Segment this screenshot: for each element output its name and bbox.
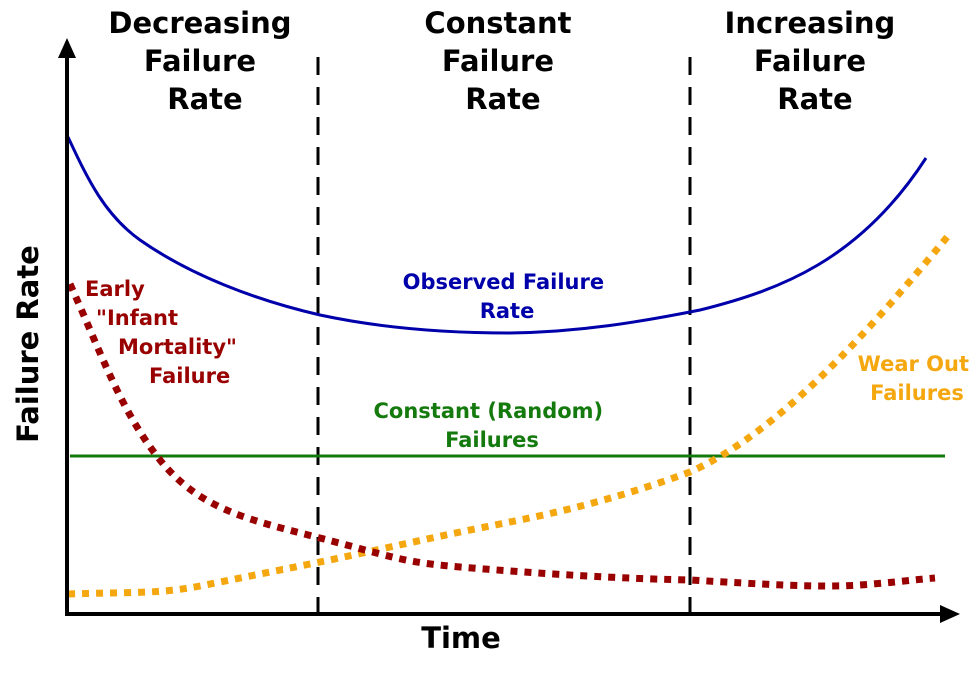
- region-title-decreasing-line-3: Rate: [167, 82, 242, 116]
- region-title-increasing-line-1: Increasing: [725, 6, 896, 40]
- y-axis-label: Failure Rate: [11, 245, 45, 443]
- observed-label-line-2: Rate: [480, 299, 535, 323]
- y-axis-arrowhead: [58, 38, 76, 58]
- infant-mortality-label: Early "Infant Mortality" Failure: [85, 277, 244, 388]
- constant-label-line-2: Failures: [445, 428, 539, 452]
- infant-label-line-1: Early: [85, 277, 145, 301]
- observed-failure-rate-curve: [66, 136, 928, 335]
- observed-failure-rate-label: Observed Failure Rate: [403, 270, 612, 323]
- infant-label-line-2: "Infant: [96, 306, 178, 330]
- region-title-increasing: Increasing Failure Rate: [725, 6, 906, 116]
- infant-label-line-4: Failure: [149, 364, 230, 388]
- x-axis-arrowhead: [940, 605, 960, 623]
- infant-label-line-3: Mortality": [118, 335, 237, 359]
- region-title-increasing-line-3: Rate: [777, 82, 852, 116]
- region-title-decreasing-line-2: Failure: [144, 44, 256, 78]
- observed-label-line-1: Observed Failure: [403, 270, 605, 294]
- region-title-constant-line-3: Rate: [465, 82, 540, 116]
- constant-failures-label: Constant (Random) Failures: [374, 399, 611, 452]
- region-title-increasing-line-2: Failure: [754, 44, 866, 78]
- wearout-label-line-2: Failures: [870, 381, 964, 405]
- region-title-constant-line-2: Failure: [442, 44, 554, 78]
- wear-out-failures-curve: [67, 233, 951, 598]
- region-title-decreasing-line-1: Decreasing: [108, 6, 291, 40]
- constant-label-line-1: Constant (Random): [374, 399, 604, 423]
- region-title-constant-line-1: Constant: [424, 6, 571, 40]
- region-title-constant: Constant Failure Rate: [424, 6, 581, 116]
- x-axis-label: Time: [421, 621, 501, 655]
- region-title-decreasing: Decreasing Failure Rate: [108, 6, 301, 116]
- wearout-label-line-1: Wear Out: [858, 352, 969, 376]
- wear-out-failures-label: Wear Out Failures: [858, 352, 977, 405]
